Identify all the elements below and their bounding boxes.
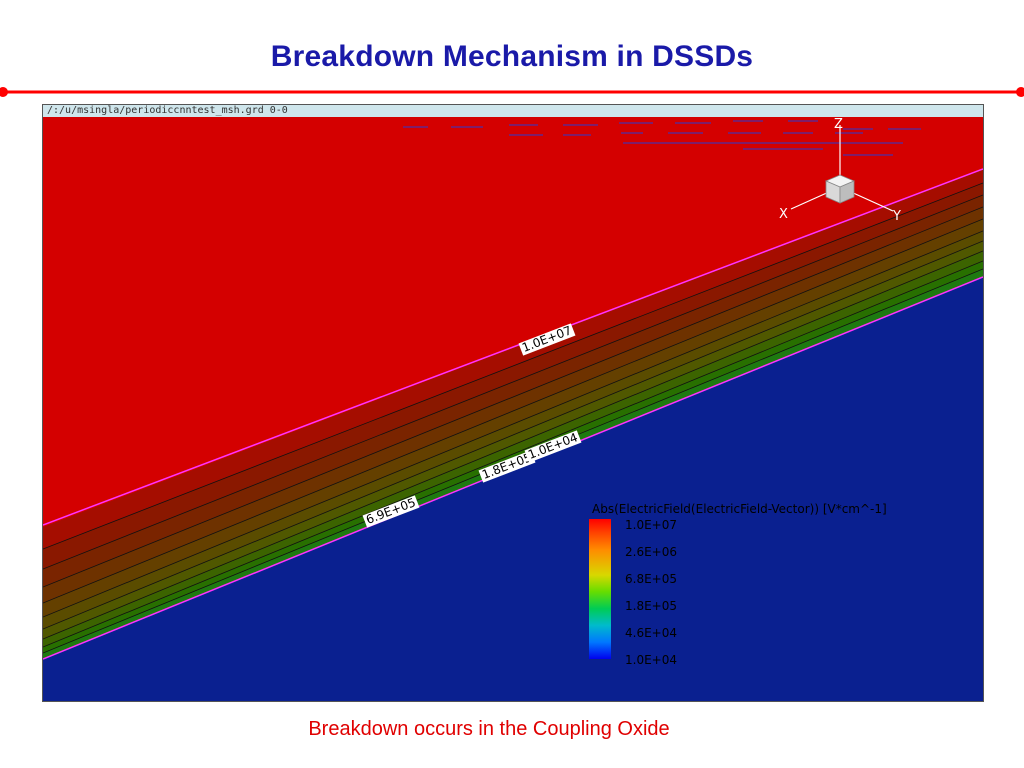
axis-y-label: Y [893, 209, 901, 224]
title-divider [0, 87, 1024, 97]
divider-right-cap [1016, 87, 1024, 97]
legend-colorbar [589, 519, 611, 659]
axis-cube-icon [824, 174, 856, 204]
legend-tick: 2.6E+06 [625, 545, 677, 559]
field-map [43, 105, 983, 701]
divider-left-cap [0, 87, 8, 97]
legend-tick: 4.6E+04 [625, 626, 677, 640]
legend-title: Abs(ElectricField(ElectricField-Vector))… [592, 502, 887, 516]
legend-tick: 1.0E+07 [625, 518, 677, 532]
legend-tick: 6.8E+05 [625, 572, 677, 586]
axis-z-label: Z [834, 117, 843, 132]
upper-interface-line [43, 168, 983, 526]
electric-field-plot: /:/u/msingla/periodiccnntest_msh.grd 0-0… [42, 104, 984, 702]
file-path-bar: /:/u/msingla/periodiccnntest_msh.grd 0-0 [43, 105, 983, 117]
slide-caption: Breakdown occurs in the Coupling Oxide [308, 718, 670, 740]
slide-title: Breakdown Mechanism in DSSDs [270, 40, 754, 73]
axis-x-label: X [779, 207, 788, 222]
legend-tick: 1.0E+04 [625, 653, 677, 667]
mesh-dashes [403, 120, 921, 156]
legend-tick: 1.8E+05 [625, 599, 677, 613]
